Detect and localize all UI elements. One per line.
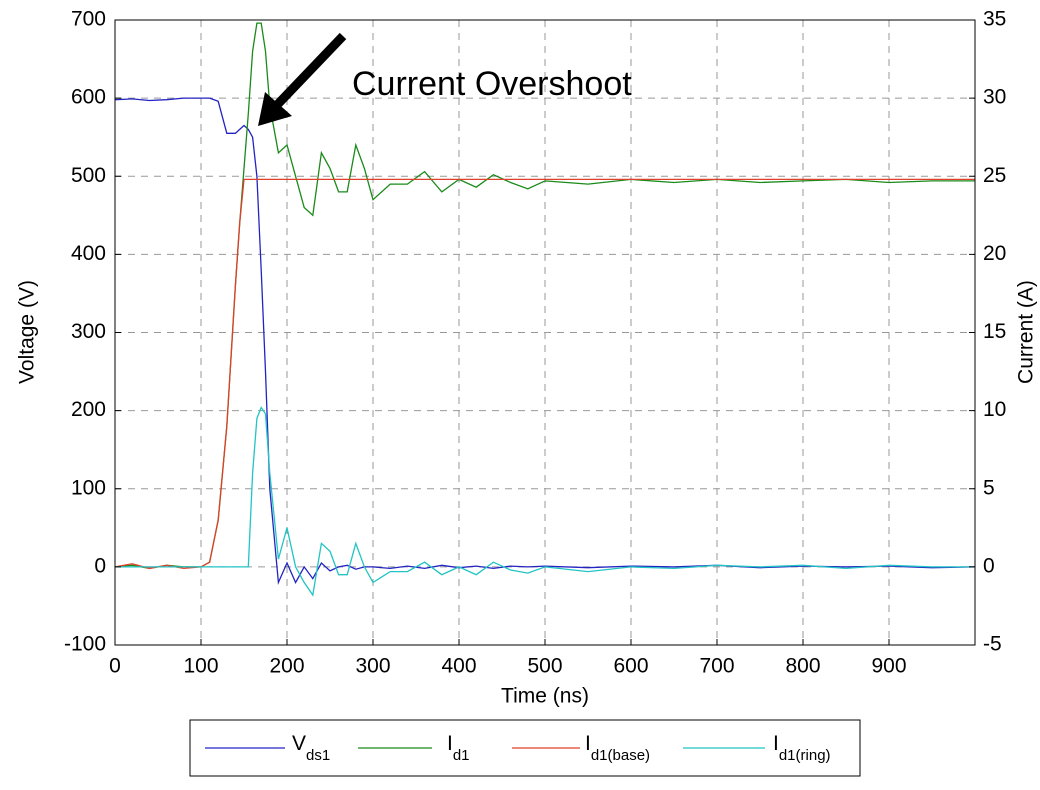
y2-tick-label: 15 xyxy=(983,320,1006,343)
y-tick-label: 700 xyxy=(71,8,106,31)
series-line xyxy=(114,178,975,570)
x-tick-label: 400 xyxy=(441,655,476,678)
series-line xyxy=(115,406,975,597)
arrow-shaft xyxy=(274,32,347,108)
legend-name: I xyxy=(447,732,453,755)
x-tick-label: 700 xyxy=(699,655,734,678)
annotation: Current Overshoot xyxy=(352,65,632,103)
legend-label: Id1(base) xyxy=(585,732,650,764)
series-line xyxy=(114,97,976,586)
x-axis-label: Time (ns) xyxy=(501,685,589,708)
legend-label: Id1 xyxy=(447,732,470,764)
annotation-arrow xyxy=(258,32,347,126)
x-tick-label: 900 xyxy=(871,655,906,678)
y2-tick-label: 20 xyxy=(983,242,1006,265)
lines xyxy=(114,22,976,597)
legend-name: I xyxy=(773,732,779,755)
y2-tick-label: 0 xyxy=(983,554,995,577)
x-tick-label: 600 xyxy=(613,655,648,678)
x-tick-label: 0 xyxy=(109,655,121,678)
legend-label: Id1(ring) xyxy=(773,732,831,764)
legend-subscript: ds1 xyxy=(306,747,330,764)
y2-tick-label: -5 xyxy=(983,633,1002,656)
legend-subscript: d1(ring) xyxy=(779,747,831,764)
x-tick-label: 200 xyxy=(269,655,304,678)
legend-name: I xyxy=(585,732,591,755)
arrow-head xyxy=(258,92,292,126)
legend-name: V xyxy=(292,732,306,755)
y-tick-label: -100 xyxy=(64,633,106,656)
y2-tick-label: 30 xyxy=(983,86,1006,109)
x-tick-label: 300 xyxy=(355,655,390,678)
y2-tick-label: 10 xyxy=(983,398,1006,421)
y-tick-label: 200 xyxy=(71,398,106,421)
y-tick-label: 0 xyxy=(94,554,106,577)
y-tick-label: 100 xyxy=(71,476,106,499)
y2-tick-label: 25 xyxy=(983,164,1006,187)
y2-tick-label: 5 xyxy=(983,476,995,499)
x-tick-label: 500 xyxy=(527,655,562,678)
legend-subscript: d1 xyxy=(453,747,470,764)
x-tick-label: 800 xyxy=(785,655,820,678)
legend-label: Vds1 xyxy=(292,732,330,764)
y-tick-label: 300 xyxy=(71,320,106,343)
y2-tick-label: 35 xyxy=(983,8,1006,31)
x-tick-label: 100 xyxy=(183,655,218,678)
y2-axis-label: Current (A) xyxy=(1015,280,1038,384)
y-tick-label: 600 xyxy=(71,86,106,109)
y-tick-label: 400 xyxy=(71,242,106,265)
y-tick-label: 500 xyxy=(71,164,106,187)
y-axis-label: Voltage (V) xyxy=(16,280,39,384)
legend-subscript: d1(base) xyxy=(591,747,650,764)
